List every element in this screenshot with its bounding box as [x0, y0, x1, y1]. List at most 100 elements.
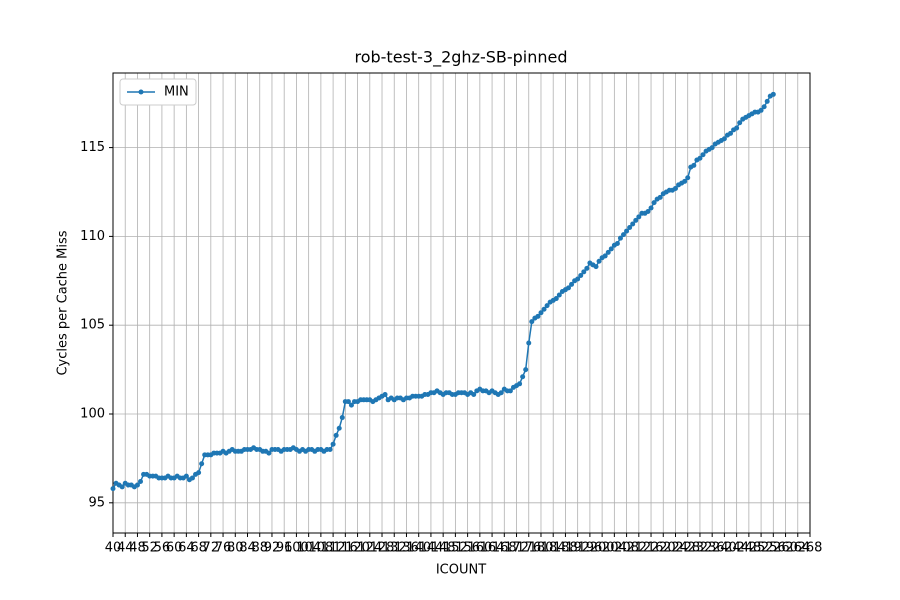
x-tick-label: 44 [117, 541, 134, 556]
x-tick-label: 236 [700, 541, 725, 556]
data-point [758, 107, 764, 113]
data-point [345, 399, 351, 405]
data-point [327, 447, 333, 453]
data-point [526, 340, 532, 346]
x-tick-label: 184 [541, 541, 566, 556]
data-point [541, 306, 547, 312]
x-tick-label: 268 [798, 541, 823, 556]
data-point [138, 478, 144, 484]
x-tick-label: 112 [321, 541, 346, 556]
x-tick-label: 120 [345, 541, 370, 556]
data-point [728, 130, 734, 136]
y-axis-label: Cycles per Cache Miss [56, 230, 71, 375]
x-tick-label: 40 [105, 541, 122, 556]
data-point [556, 292, 562, 298]
data-point [691, 162, 697, 168]
data-point [770, 91, 776, 97]
x-tick-label: 84 [239, 541, 256, 556]
x-tick-label: 160 [467, 541, 492, 556]
x-tick-label: 204 [602, 541, 627, 556]
data-point [538, 310, 544, 316]
y-tick-label: 95 [88, 495, 105, 510]
x-tick-label: 248 [736, 541, 761, 556]
x-axis-label: ICOUNT [436, 563, 486, 578]
x-tick-label: 252 [749, 541, 774, 556]
data-point [636, 214, 642, 220]
y-tick-label: 115 [80, 140, 105, 155]
data-point [630, 221, 636, 227]
data-point [498, 390, 504, 396]
y-tick-label: 110 [80, 229, 105, 244]
data-point [330, 441, 336, 447]
x-tick-label: 172 [504, 541, 529, 556]
data-point [336, 425, 342, 431]
data-point [648, 205, 654, 211]
x-tick-label: 168 [492, 541, 517, 556]
x-tick-label: 196 [577, 541, 602, 556]
data-point [348, 402, 354, 408]
data-point [517, 381, 523, 387]
x-tick-label: 132 [382, 541, 407, 556]
data-point [621, 232, 627, 238]
x-tick-label: 124 [357, 541, 382, 556]
data-point [602, 253, 608, 259]
data-point [605, 249, 611, 255]
x-tick-label: 144 [419, 541, 444, 556]
x-tick-label: 108 [308, 541, 333, 556]
data-point [624, 228, 630, 234]
data-point [575, 276, 581, 282]
data-point [737, 120, 743, 126]
x-tick-label: 212 [626, 541, 651, 556]
plot-frame [112, 72, 811, 534]
data-point [520, 374, 526, 380]
data-point [651, 200, 657, 206]
data-point [685, 175, 691, 181]
data-point [119, 484, 125, 490]
data-point [761, 104, 767, 110]
x-tick-label: 200 [590, 541, 615, 556]
data-point [110, 486, 116, 492]
data-point [657, 194, 663, 200]
x-tick-label: 232 [688, 541, 713, 556]
data-point [134, 482, 140, 488]
data-point [523, 367, 529, 373]
data-point [709, 145, 715, 151]
x-tick-label: 260 [773, 541, 798, 556]
data-point [633, 217, 639, 223]
data-point [339, 415, 345, 421]
legend-label: MIN [164, 85, 189, 100]
x-tick-label: 216 [639, 541, 664, 556]
x-tick-label: 240 [712, 541, 737, 556]
data-point [697, 155, 703, 161]
data-point [553, 296, 559, 302]
data-point [266, 450, 272, 456]
x-tick-label: 68 [190, 541, 207, 556]
data-point [183, 473, 189, 479]
x-tick-label: 76 [215, 541, 232, 556]
data-point [471, 391, 477, 397]
x-tick-label: 104 [296, 541, 321, 556]
data-point [617, 235, 623, 241]
x-tick-label: 148 [431, 541, 456, 556]
data-point [382, 391, 388, 397]
x-tick-label: 48 [129, 541, 146, 556]
x-tick-label: 116 [333, 541, 358, 556]
data-point [584, 265, 590, 271]
x-tick-label: 220 [651, 541, 676, 556]
data-point [189, 475, 195, 481]
data-point [199, 461, 205, 467]
x-tick-label: 100 [284, 541, 309, 556]
x-tick-label: 208 [614, 541, 639, 556]
legend-marker [138, 89, 144, 95]
x-tick-label: 80 [227, 541, 244, 556]
data-point [569, 281, 575, 287]
x-tick-label: 140 [406, 541, 431, 556]
x-tick-label: 152 [443, 541, 468, 556]
data-point [565, 285, 571, 291]
data-point [507, 388, 513, 394]
x-tick-label: 96 [276, 541, 293, 556]
data-point [645, 209, 651, 215]
x-tick-label: 156 [455, 541, 480, 556]
x-tick-label: 256 [761, 541, 786, 556]
x-tick-label: 164 [480, 541, 505, 556]
